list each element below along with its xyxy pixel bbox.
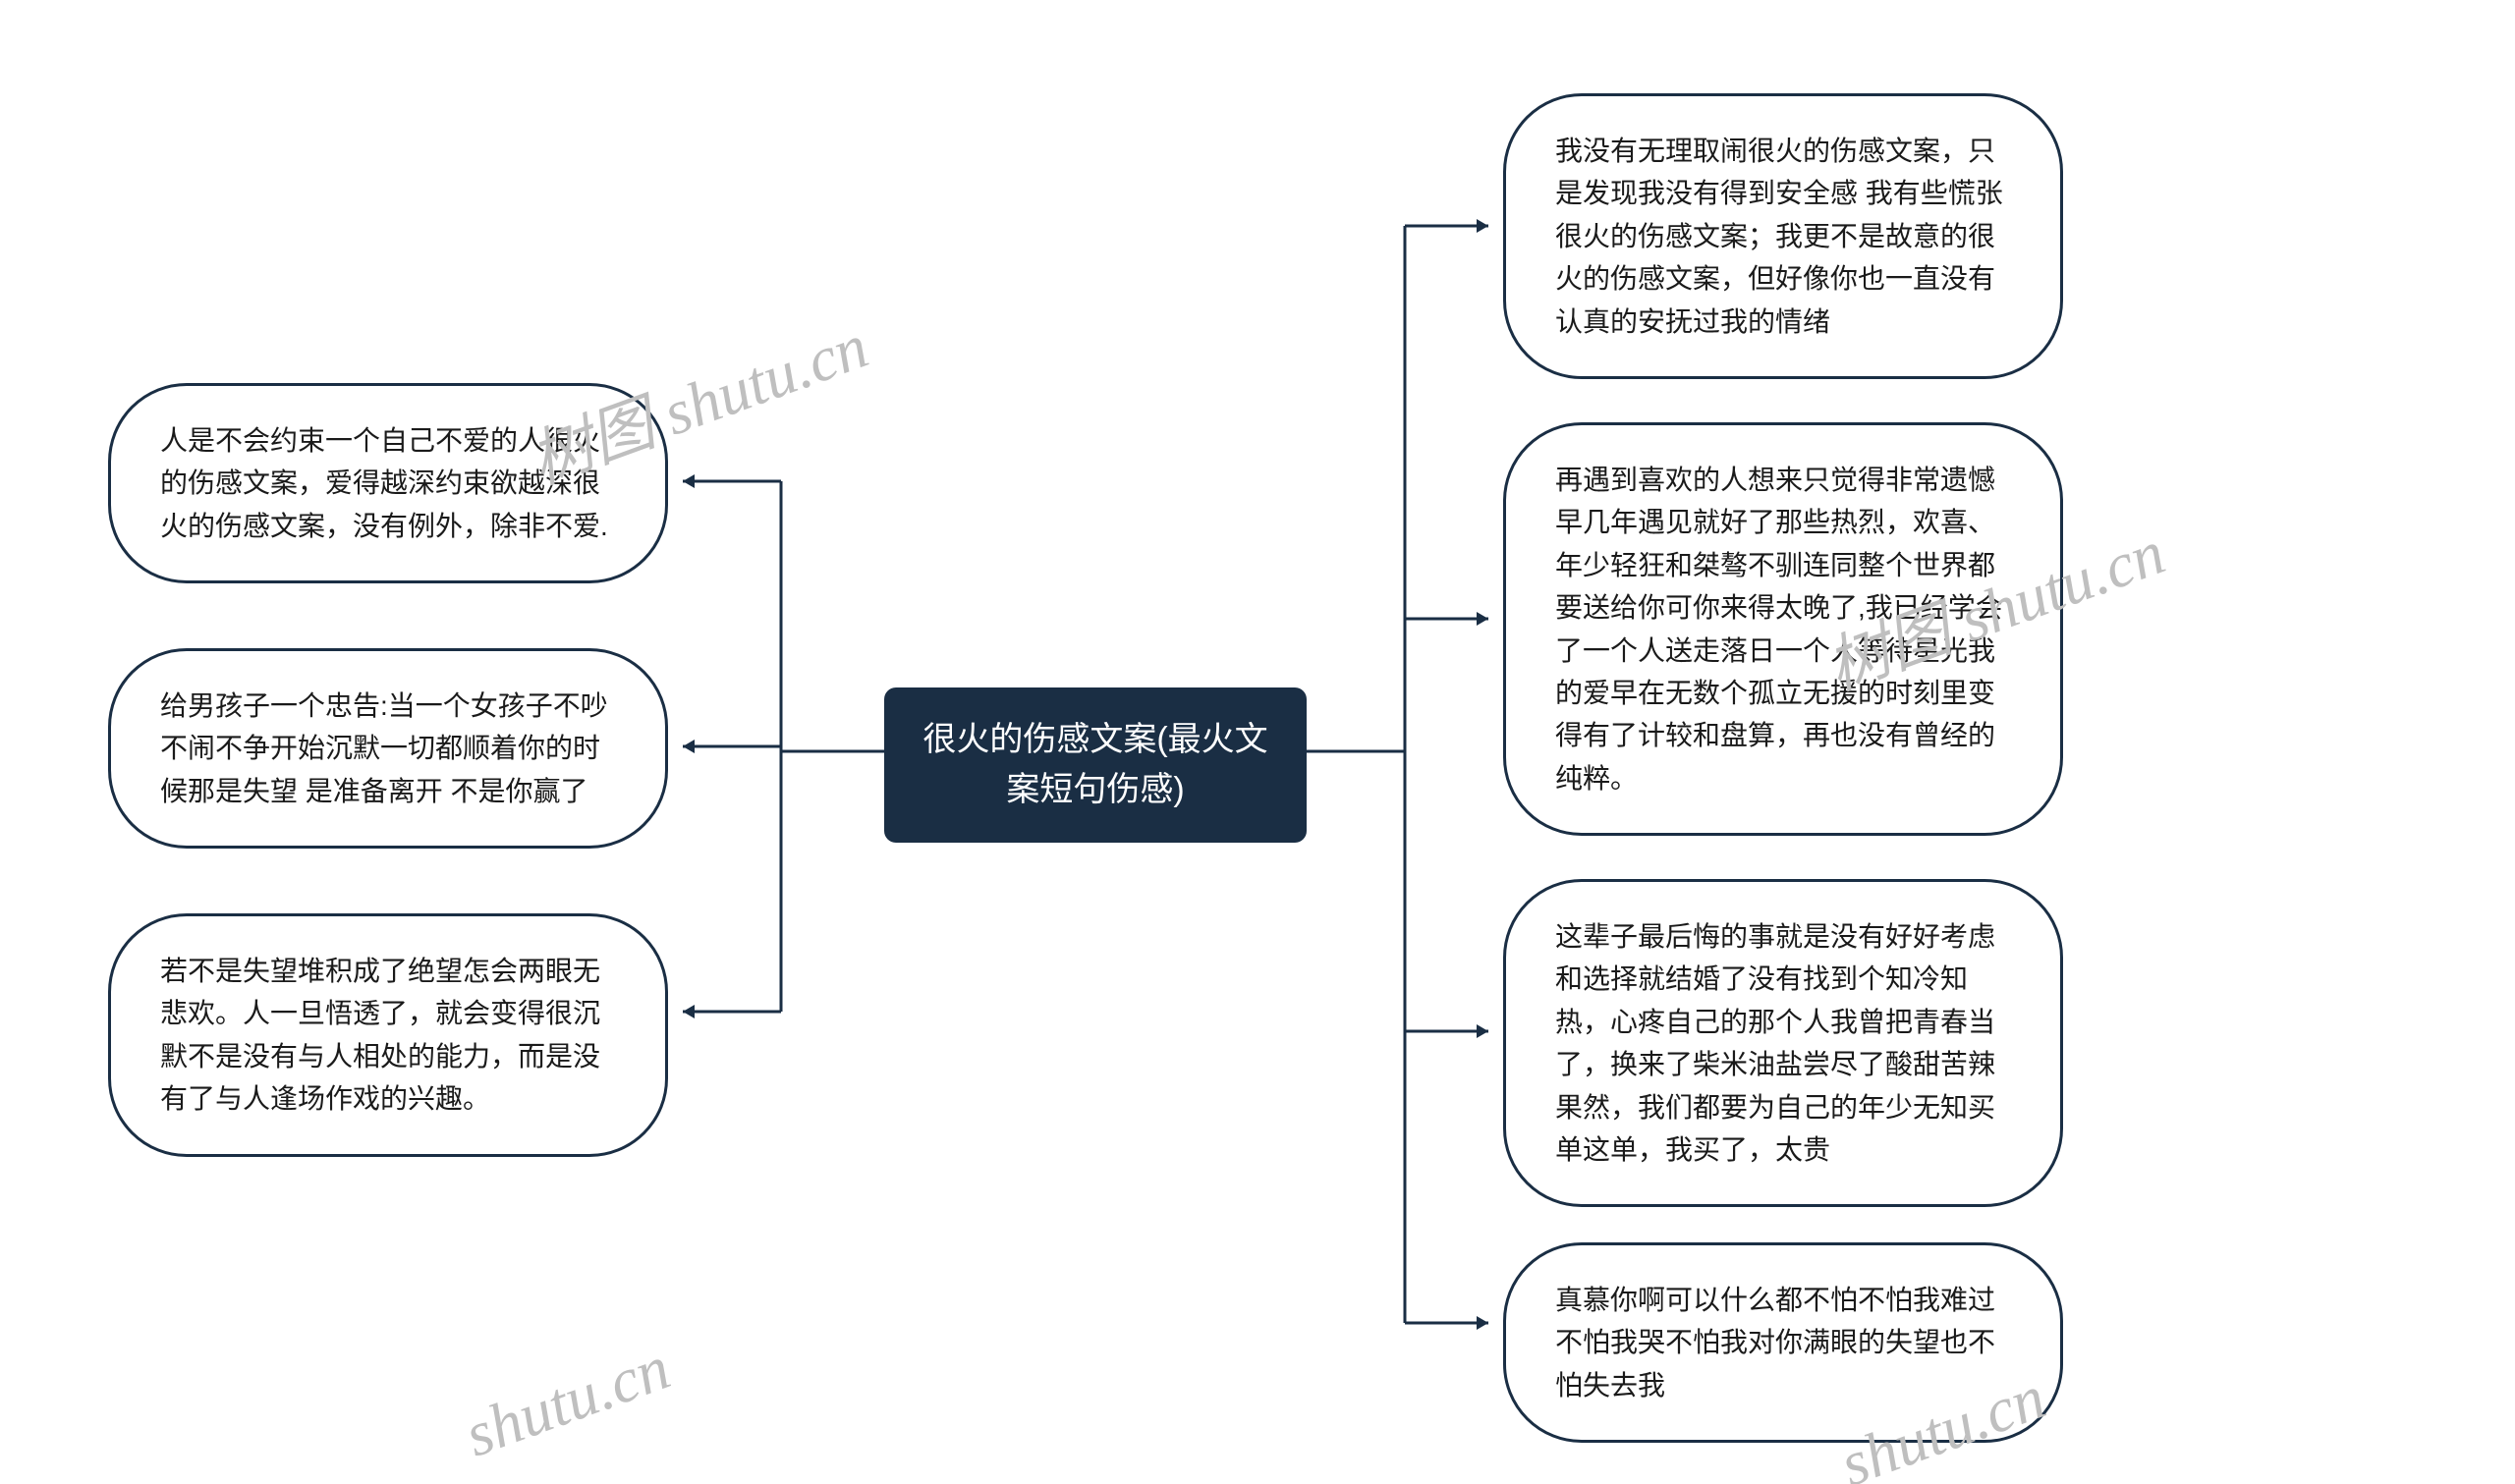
mindmap-canvas: 很火的伤感文案(最火文案短句伤感) 人是不会约束一个自己不爱的人很火的伤感文案，… — [0, 0, 2515, 1484]
left-node-0: 人是不会约束一个自己不爱的人很火的伤感文案，爱得越深约束欲越深很火的伤感文案，没… — [108, 383, 668, 583]
right-node-2: 这辈子最后悔的事就是没有好好考虑和选择就结婚了没有找到个知冷知热，心疼自己的那个… — [1503, 879, 2063, 1207]
watermark: shutu.cn — [456, 1331, 679, 1471]
right-node-1: 再遇到喜欢的人想来只觉得非常遗憾早几年遇见就好了那些热烈，欢喜、年少轻狂和桀骜不… — [1503, 422, 2063, 836]
node-text: 真慕你啊可以什么都不怕不怕我难过不怕我哭不怕我对你满眼的失望也不怕失去我 — [1555, 1285, 1995, 1401]
node-text: 人是不会约束一个自己不爱的人很火的伤感文案，爱得越深约束欲越深很火的伤感文案，没… — [160, 425, 608, 541]
right-node-3: 真慕你啊可以什么都不怕不怕我难过不怕我哭不怕我对你满眼的失望也不怕失去我 — [1503, 1242, 2063, 1443]
root-label: 很火的伤感文案(最火文案短句伤感) — [922, 721, 1267, 808]
node-text: 这辈子最后悔的事就是没有好好考虑和选择就结婚了没有找到个知冷知热，心疼自己的那个… — [1555, 921, 1995, 1165]
node-text: 给男孩子一个忠告:当一个女孩子不吵不闹不争开始沉默一切都顺着你的时候那是失望 是… — [160, 690, 608, 806]
node-text: 再遇到喜欢的人想来只觉得非常遗憾早几年遇见就好了那些热烈，欢喜、年少轻狂和桀骜不… — [1555, 465, 2003, 794]
root-node: 很火的伤感文案(最火文案短句伤感) — [884, 687, 1307, 843]
left-node-1: 给男孩子一个忠告:当一个女孩子不吵不闹不争开始沉默一切都顺着你的时候那是失望 是… — [108, 648, 668, 849]
node-text: 我没有无理取闹很火的伤感文案，只是发现我没有得到安全感 我有些慌张很火的伤感文案… — [1555, 136, 2003, 337]
node-text: 若不是失望堆积成了绝望怎会两眼无悲欢。人一旦悟透了，就会变得很沉默不是没有与人相… — [160, 956, 600, 1114]
right-node-0: 我没有无理取闹很火的伤感文案，只是发现我没有得到安全感 我有些慌张很火的伤感文案… — [1503, 93, 2063, 379]
left-node-2: 若不是失望堆积成了绝望怎会两眼无悲欢。人一旦悟透了，就会变得很沉默不是没有与人相… — [108, 913, 668, 1157]
